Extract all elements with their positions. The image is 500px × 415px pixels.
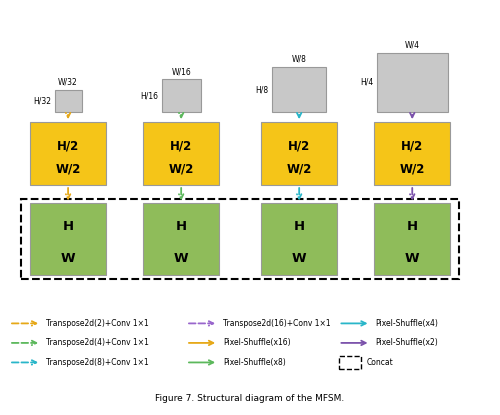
Text: W/2: W/2 [56,163,81,176]
Text: Pixel-Shuffle(x16): Pixel-Shuffle(x16) [223,338,290,347]
Text: H/32: H/32 [33,96,51,105]
Text: Pixel-Shuffle(x8): Pixel-Shuffle(x8) [223,358,286,367]
Text: Transpose2d(8)+Conv 1×1: Transpose2d(8)+Conv 1×1 [46,358,148,367]
Text: W: W [405,252,419,266]
Text: W: W [174,252,188,266]
Text: W/8: W/8 [292,55,306,64]
Text: H: H [294,220,304,233]
Text: W/2: W/2 [168,163,194,176]
Text: H: H [406,220,418,233]
Bar [272,67,326,112]
Text: H/8: H/8 [256,85,268,94]
Text: H: H [62,220,74,233]
Text: W: W [292,252,306,266]
Text: Concat: Concat [366,358,394,367]
Bar [338,356,360,369]
Text: H/2: H/2 [401,139,423,153]
Text: W/16: W/16 [172,67,191,76]
Text: H/16: H/16 [140,91,158,100]
Bar [54,90,82,112]
Bar [30,122,106,185]
Bar [143,203,220,275]
Text: H/4: H/4 [360,78,373,87]
Bar [21,198,459,279]
Bar [162,79,201,112]
Text: Pixel-Shuffle(x2): Pixel-Shuffle(x2) [376,338,438,347]
Text: Figure 7. Structural diagram of the MFSM.: Figure 7. Structural diagram of the MFSM… [156,394,344,403]
Text: W: W [61,252,76,266]
Bar [30,203,106,275]
Bar [374,122,450,185]
Text: Transpose2d(2)+Conv 1×1: Transpose2d(2)+Conv 1×1 [46,319,148,328]
Text: W/2: W/2 [400,163,425,176]
Bar [374,203,450,275]
Text: H/2: H/2 [288,139,310,153]
Text: H/2: H/2 [170,139,192,153]
Bar [143,122,220,185]
Text: H/2: H/2 [57,139,79,153]
Text: Pixel-Shuffle(x4): Pixel-Shuffle(x4) [376,319,438,328]
Bar [261,203,338,275]
Bar [261,122,338,185]
Text: Transpose2d(16)+Conv 1×1: Transpose2d(16)+Conv 1×1 [223,319,330,328]
Text: H: H [176,220,186,233]
Text: W/32: W/32 [58,77,78,86]
Text: W/2: W/2 [286,163,312,176]
Bar [376,53,448,112]
Text: W/4: W/4 [405,41,420,50]
Text: Transpose2d(4)+Conv 1×1: Transpose2d(4)+Conv 1×1 [46,338,149,347]
